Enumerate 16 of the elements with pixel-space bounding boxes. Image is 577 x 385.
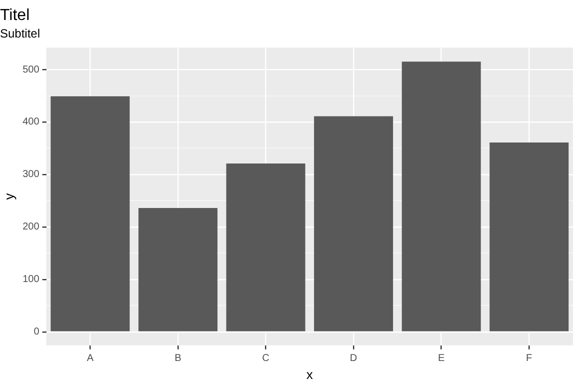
chart-title: Titel — [0, 7, 30, 24]
y-tick-label: 200 — [22, 222, 40, 233]
x-axis-title: x — [306, 366, 314, 382]
x-tick-label: C — [262, 353, 270, 364]
x-tick-label: D — [350, 353, 358, 364]
y-tick-label: 0 — [34, 326, 40, 338]
y-axis-title: y — [1, 192, 16, 200]
y-tick-label: 100 — [22, 274, 40, 286]
x-tick-label: A — [86, 353, 94, 364]
y-tick-label: 300 — [22, 169, 40, 180]
y-tick-label: 500 — [22, 64, 40, 76]
x-tick-label: F — [526, 353, 532, 364]
y-tick-label: 400 — [22, 116, 40, 128]
chart-subtitle: Subtitel — [0, 26, 40, 41]
x-tick-label: E — [438, 353, 445, 364]
x-tick-label: B — [174, 353, 182, 364]
